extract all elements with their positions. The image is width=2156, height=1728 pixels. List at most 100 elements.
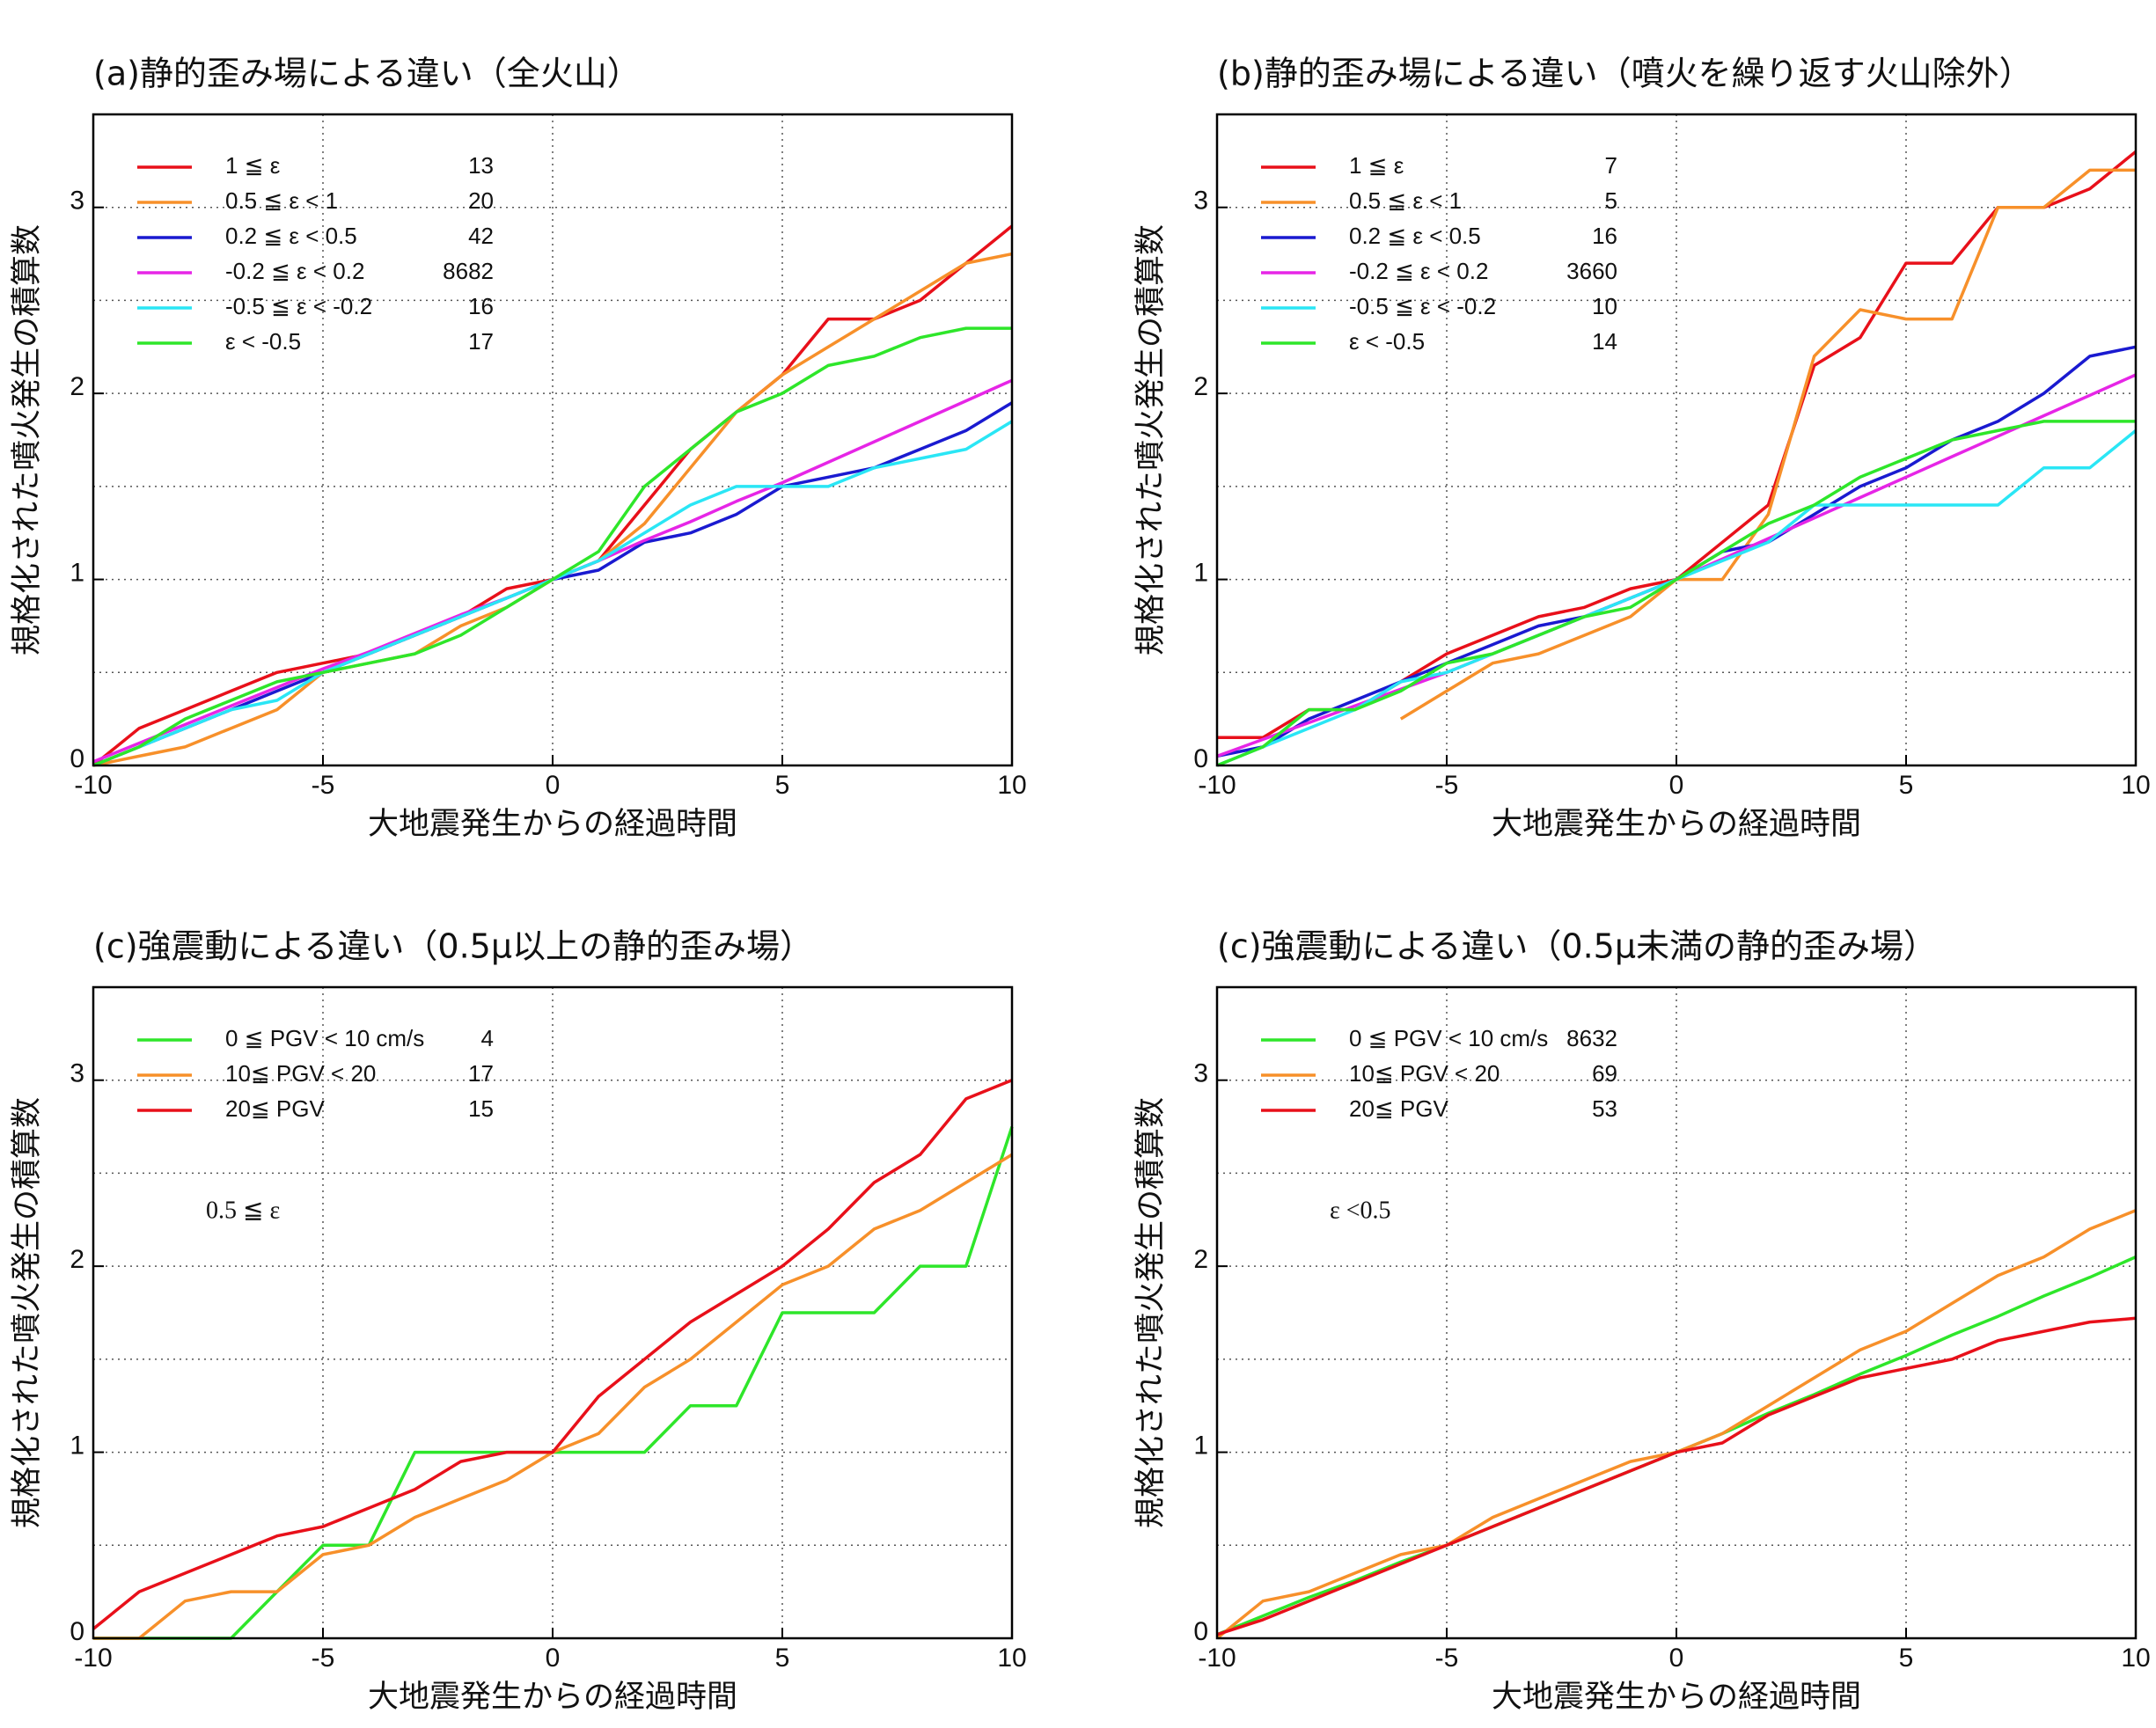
y-tick-label: 0	[70, 744, 84, 773]
y-tick-label: 3	[70, 187, 84, 216]
legend-count: 17	[468, 328, 494, 355]
legend-count: 8682	[443, 258, 494, 284]
x-tick-label: 10	[997, 1644, 1026, 1673]
legend-label: 10≦ PGV < 20	[225, 1060, 376, 1087]
x-axis-label: 大地震発生からの経過時間	[1492, 807, 1861, 842]
legend-count: 14	[1592, 328, 1617, 355]
legend-label: ε < -0.5	[1349, 328, 1425, 355]
series-line	[1216, 420, 2136, 767]
y-tick-label: 1	[1193, 1431, 1208, 1460]
y-axis-label: 規格化された噴火発生の積算数	[1133, 1097, 1169, 1528]
legend-label: 0.5 ≦ ε < 1	[225, 187, 338, 214]
x-tick-label: 10	[2121, 771, 2150, 800]
chart-title: (a)静的歪み場による違い（全火山）	[93, 55, 641, 93]
y-tick-label: 2	[70, 372, 84, 401]
series-line	[93, 1153, 1013, 1640]
legend-count: 3660	[1566, 258, 1617, 284]
chart-title: (c)強震動による違い（0.5μ以上の静的歪み場）	[93, 927, 813, 966]
y-tick-label: 1	[1193, 558, 1208, 587]
plot-frame	[1215, 113, 2138, 767]
series-line	[1216, 1316, 2137, 1636]
plot-frame	[92, 113, 1014, 767]
x-tick-label: -5	[312, 771, 335, 800]
annotation: 0.5 ≦ ε	[206, 1197, 280, 1224]
legend-count: 69	[1592, 1060, 1617, 1087]
x-tick-label: 10	[997, 771, 1026, 800]
legend-count: 15	[468, 1095, 494, 1122]
legend-count: 42	[468, 223, 494, 249]
series-line	[1399, 168, 2136, 721]
legend-label: -0.2 ≦ ε < 0.2	[1349, 258, 1488, 284]
x-tick-label: -5	[312, 1644, 335, 1673]
legend-label: 0 ≦ PGV < 10 cm/s	[1349, 1025, 1548, 1051]
plot-frame	[92, 985, 1014, 1640]
legend-count: 20	[468, 187, 494, 214]
series-line	[1215, 1209, 2137, 1640]
legend-count: 16	[468, 293, 494, 319]
chart-title: (c)強震動による違い（0.5μ未満の静的歪み場）	[1217, 927, 1937, 966]
annotation: ε <0.5	[1330, 1197, 1391, 1224]
legend-count: 8632	[1566, 1025, 1617, 1051]
x-tick-label: -10	[74, 771, 112, 800]
y-tick-label: 0	[1193, 744, 1208, 773]
x-tick-label: 0	[1669, 771, 1684, 800]
legend-count: 17	[468, 1060, 494, 1087]
x-tick-label: 5	[1899, 771, 1914, 800]
legend-count: 13	[468, 152, 494, 179]
legend-label: 1 ≦ ε	[1349, 152, 1404, 179]
legend-label: 10≦ PGV < 20	[1349, 1060, 1500, 1087]
y-tick-label: 3	[1193, 187, 1208, 216]
legend-label: -0.2 ≦ ε < 0.2	[225, 258, 364, 284]
y-tick-label: 3	[1193, 1059, 1208, 1088]
series-line	[1216, 429, 2138, 767]
x-tick-label: -5	[1435, 1644, 1459, 1673]
y-axis-label: 規格化された噴火発生の積算数	[10, 1097, 45, 1528]
legend-count: 16	[1592, 223, 1617, 249]
chart-title: (b)静的歪み場による違い（噴火を繰り返す火山除外）	[1217, 55, 2033, 93]
legend-count: 4	[481, 1025, 494, 1051]
x-tick-label: -10	[1198, 771, 1236, 800]
y-tick-label: 0	[70, 1617, 84, 1646]
y-tick-label: 3	[70, 1059, 84, 1088]
y-tick-label: 1	[70, 1431, 84, 1460]
y-axis-label: 規格化された噴火発生の積算数	[1133, 224, 1169, 655]
x-tick-label: 5	[775, 771, 790, 800]
y-tick-label: 2	[1193, 1245, 1208, 1274]
series-line	[1216, 1256, 2137, 1636]
series-line	[92, 1079, 1013, 1630]
legend-count: 10	[1592, 293, 1617, 319]
legend-label: 0.2 ≦ ε < 0.5	[1349, 223, 1481, 249]
x-tick-label: 10	[2121, 1644, 2150, 1673]
x-tick-label: -10	[74, 1644, 112, 1673]
x-tick-label: 0	[546, 771, 561, 800]
legend-label: 0 ≦ PGV < 10 cm/s	[225, 1025, 424, 1051]
y-axis-label: 規格化された噴火発生の積算数	[10, 224, 45, 655]
legend-label: -0.5 ≦ ε < -0.2	[1349, 293, 1496, 319]
x-tick-label: -10	[1198, 1644, 1236, 1673]
legend-label: 20≦ PGV	[1349, 1095, 1448, 1122]
x-axis-label: 大地震発生からの経過時間	[368, 1680, 737, 1715]
x-axis-label: 大地震発生からの経過時間	[1492, 1680, 1861, 1715]
legend-count: 53	[1592, 1095, 1617, 1122]
x-tick-label: 0	[546, 1644, 561, 1673]
x-tick-label: 0	[1669, 1644, 1684, 1673]
y-tick-label: 2	[70, 1245, 84, 1274]
y-tick-label: 2	[1193, 372, 1208, 401]
legend-label: 1 ≦ ε	[225, 152, 281, 179]
legend-label: 0.2 ≦ ε < 0.5	[225, 223, 357, 249]
legend-label: -0.5 ≦ ε < -0.2	[225, 293, 372, 319]
x-axis-label: 大地震発生からの経過時間	[368, 807, 737, 842]
legend-label: 20≦ PGV	[225, 1095, 325, 1122]
series-line	[92, 326, 1012, 767]
x-tick-label: 5	[775, 1644, 790, 1673]
x-tick-label: 5	[1899, 1644, 1914, 1673]
plot-frame	[1215, 985, 2138, 1640]
legend-label: ε < -0.5	[225, 328, 301, 355]
x-tick-label: -5	[1435, 771, 1459, 800]
y-tick-label: 0	[1193, 1617, 1208, 1646]
y-tick-label: 1	[70, 558, 84, 587]
legend-count: 5	[1605, 187, 1617, 214]
legend-count: 7	[1605, 152, 1617, 179]
legend-label: 0.5 ≦ ε < 1	[1349, 187, 1462, 214]
